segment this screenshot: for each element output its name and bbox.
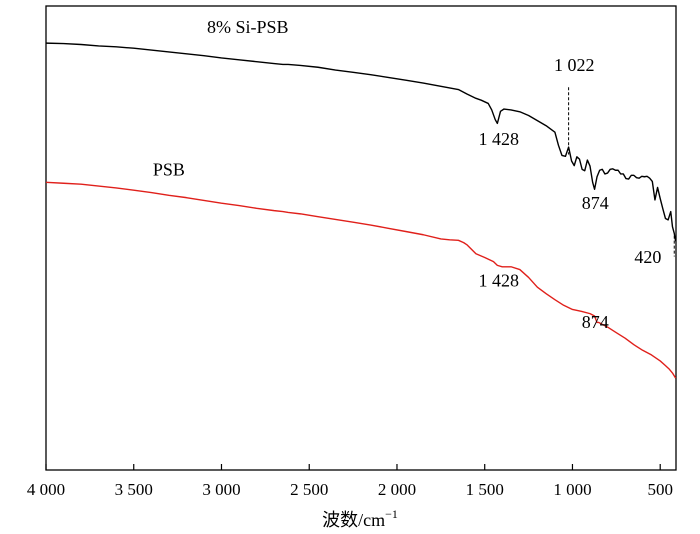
annotation-label: 1 428 (479, 129, 520, 149)
series-line-psb (45, 181, 677, 379)
annotation-label: 874 (582, 312, 609, 332)
x-axis-label: 波数/cm−1 (322, 507, 398, 530)
annotation-label: PSB (153, 159, 185, 179)
x-tick-label: 3 500 (115, 480, 153, 499)
annotation-label: 420 (634, 247, 661, 267)
x-tick-label: 4 000 (27, 480, 65, 499)
annotation-label: 8% Si-PSB (207, 17, 289, 37)
x-tick-label: 3 000 (202, 480, 240, 499)
x-tick-label: 1 500 (466, 480, 504, 499)
annotation-label: 874 (582, 193, 609, 213)
annotation-label: 1 428 (479, 271, 520, 291)
annotation-label: 1 022 (554, 55, 595, 75)
x-tick-label: 2 000 (378, 480, 416, 499)
x-tick-label: 2 500 (290, 480, 328, 499)
x-tick-label: 500 (647, 480, 673, 499)
series-line-si-psb (45, 42, 677, 242)
plot-frame (45, 5, 677, 471)
x-tick-label: 1 000 (553, 480, 591, 499)
